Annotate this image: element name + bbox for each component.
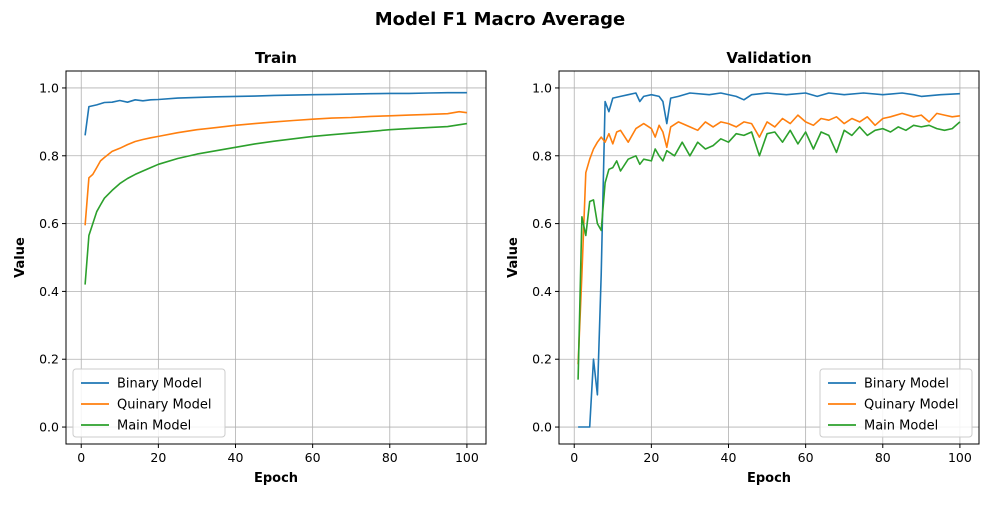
train-subplot-title: Train [255,49,297,67]
validation-ytick-label-0: 0.0 [532,420,552,435]
train-axes-frame [65,70,487,445]
train-legend-label-main-model: Main Model [117,419,191,434]
train-ytick-label-0: 0.0 [39,420,59,435]
validation-xtick-label-80: 80 [875,450,891,465]
train-series-quinary-model [84,110,468,226]
train-xtick-label-60: 60 [305,450,321,465]
train-legend: Binary Model Quinary Model Main Model [72,368,226,438]
train-xtick-label-0: 0 [77,450,85,465]
train-ytick-label-0.4: 0.4 [39,284,59,299]
validation-y-axis-label: Value [506,237,521,278]
validation-ytick-label-0.4: 0.4 [532,284,552,299]
validation-series-binary-model [578,92,960,428]
train-xtick-label-80: 80 [382,450,398,465]
validation-ytick-label-0.2: 0.2 [532,352,552,367]
validation-subplot: 0 20 40 60 80 100 0.0 0.2 0.4 0.6 0.8 1.0 Validation… [506,49,980,486]
validation-x-axis-label: Epoch [747,471,791,486]
validation-series-quinary-model [577,112,961,365]
train-legend-label-binary-model: Binary Model [117,377,202,392]
validation-ytick-label-0.6: 0.6 [532,216,552,231]
train-series-main-model [84,122,468,285]
train-legend-label-quinary-model: Quinary Model [117,398,212,413]
validation-xtick-label-40: 40 [721,450,737,465]
train-series-binary-model [84,91,467,136]
train-x-axis-label: Epoch [254,471,298,486]
train-ytick-label-0.2: 0.2 [39,352,59,367]
train-ytick-label-0.6: 0.6 [39,216,59,231]
validation-xtick-label-60: 60 [798,450,814,465]
validation-legend-label-main-model: Main Model [864,419,938,434]
validation-xtick-label-20: 20 [643,450,659,465]
figure-title: Model F1 Macro Average [375,9,625,30]
validation-series-main-model [577,121,961,380]
validation-ytick-label-1: 1.0 [532,80,552,95]
validation-legend-frame [819,368,973,438]
train-legend-frame [72,368,226,438]
validation-xtick-label-0: 0 [570,450,578,465]
validation-subplot-title: Validation [726,49,811,67]
train-subplot: 0 20 40 60 80 100 0.0 0.2 0.4 0.6 0.8 1.0 Train Epoch… [13,49,487,486]
validation-legend-label-binary-model: Binary Model [864,377,949,392]
validation-ytick-label-0.8: 0.8 [532,148,552,163]
validation-xtick-label-100: 100 [948,450,972,465]
validation-legend: Binary Model Quinary Model Main Model [819,368,973,438]
train-xtick-label-40: 40 [228,450,244,465]
validation-legend-label-quinary-model: Quinary Model [864,398,959,413]
validation-axes-frame [558,70,980,445]
train-xtick-label-20: 20 [150,450,166,465]
train-ytick-label-0.8: 0.8 [39,148,59,163]
train-ytick-label-1: 1.0 [39,80,59,95]
train-xtick-label-100: 100 [455,450,479,465]
train-y-axis-label: Value [13,237,28,278]
